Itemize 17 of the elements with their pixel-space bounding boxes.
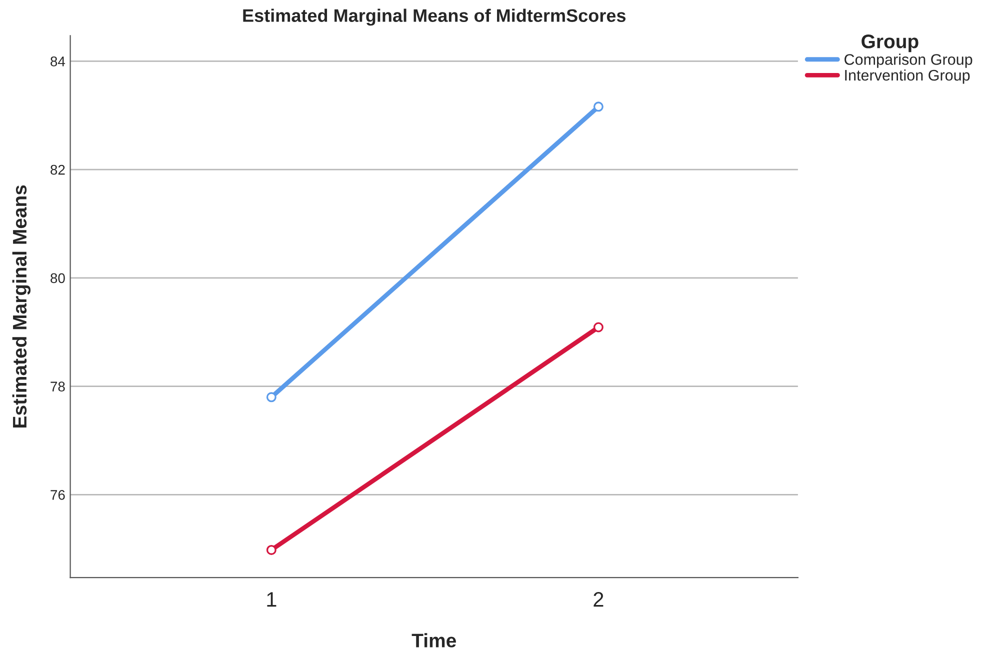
legend-label: Comparison Group <box>844 54 972 68</box>
point <box>593 322 604 332</box>
x-tick-label: 2 <box>594 592 604 607</box>
legend-title: Group <box>862 34 918 52</box>
chart-title: Estimated Marginal Means of MidtermScores <box>243 8 626 26</box>
x-tick-label: 1 <box>267 592 276 607</box>
legend-label: Intervention Group <box>845 69 970 84</box>
point <box>593 102 604 112</box>
y-tick-label: 82 <box>50 164 65 175</box>
y-tick-label: 76 <box>50 490 65 500</box>
point <box>266 392 276 402</box>
y-tick-label: 80 <box>50 273 65 284</box>
y-tick-label: 78 <box>50 382 65 392</box>
y-axis-title: Estimated Marginal Means <box>12 185 31 428</box>
point <box>266 544 276 555</box>
x-axis-title: Time <box>412 633 456 648</box>
y-tick-label: 84 <box>50 56 66 66</box>
